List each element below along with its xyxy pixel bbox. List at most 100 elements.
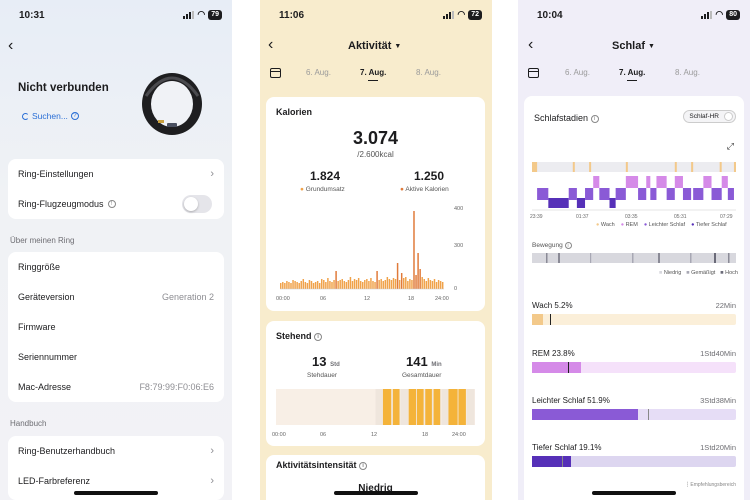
status-bar: 11:06 ◠ 72 xyxy=(260,0,492,28)
kcal-bar xyxy=(290,283,292,289)
status-time: 10:31 xyxy=(19,10,45,21)
movement-title: Bewegung i xyxy=(532,242,572,249)
kcal-bar xyxy=(368,281,370,289)
battery-icon: 79 xyxy=(208,9,222,20)
serial-number-row[interactable]: Seriennummer xyxy=(8,342,224,372)
calendar-icon[interactable] xyxy=(270,68,281,78)
help-icon[interactable]: ? xyxy=(70,112,79,120)
date-next[interactable]: 8. Aug. xyxy=(675,68,700,77)
wifi-icon: ◠ xyxy=(715,9,724,19)
movement-legend: ■ Niedrig ■ Gemäßigt ■ Hoch xyxy=(659,270,738,276)
battery-icon: 80 xyxy=(726,9,740,20)
x-tick-label: 23:39 xyxy=(530,214,543,220)
back-button[interactable]: ‹ xyxy=(528,36,534,53)
row-label: Ring-Benutzerhandbuch xyxy=(18,446,116,456)
title-text: Schlaf xyxy=(612,40,646,52)
active-value: 1.250 xyxy=(414,169,445,183)
kcal-bar xyxy=(433,279,436,289)
movement-tick xyxy=(546,253,548,263)
hours-value: 13 xyxy=(312,354,327,369)
intensity-title: Aktivitätsintensität i xyxy=(276,460,368,470)
signal-icon xyxy=(701,10,713,19)
date-current[interactable]: 7. Aug. xyxy=(360,68,387,81)
date-prev[interactable]: 6. Aug. xyxy=(306,68,331,77)
sleep-hr-toggle[interactable]: Schlaf-HR xyxy=(683,110,736,123)
kcal-bar xyxy=(413,211,415,289)
kcal-bar xyxy=(341,279,343,289)
row-label: Ring-Flugzeugmodus xyxy=(18,199,104,209)
hypno-segment xyxy=(666,188,675,200)
date-current[interactable]: 7. Aug. xyxy=(619,68,646,81)
expand-icon[interactable]: ⤢ xyxy=(726,141,734,151)
kcal-bar xyxy=(345,282,348,289)
mac-address-row[interactable]: Mac-Adresse F8:79:99:F0:06:E6 xyxy=(8,372,224,402)
device-version-row[interactable]: Geräteversion Generation 2 xyxy=(8,282,224,312)
back-button[interactable]: ‹ xyxy=(268,36,274,53)
firmware-row[interactable]: Firmware xyxy=(8,312,224,342)
kcal-bar xyxy=(435,282,438,289)
sleep-screen: 10:04 ◠ 80 ‹ Schlaf ▼ 6. Aug. 7. Aug. 8.… xyxy=(518,0,750,500)
row-value: F8:79:99:F0:06:E6 xyxy=(139,382,214,392)
y-tick-label: 400 xyxy=(454,206,463,212)
activity-screen: 11:06 ◠ 72 ‹ Aktivität ▼ 6. Aug. 7. Aug.… xyxy=(260,0,492,500)
kcal-bar xyxy=(296,282,298,289)
x-tick-label: 05:31 xyxy=(674,214,687,220)
status-bar: 10:31 ◠ 79 xyxy=(0,0,232,28)
page-title[interactable]: Schlaf ▼ xyxy=(612,40,655,52)
reference-marker xyxy=(648,409,649,420)
kcal-bar xyxy=(423,279,425,289)
sleep-stages-card: Schlafstadien i Schlaf-HR ⤢ 23:39 01:37 03… xyxy=(524,96,744,500)
info-icon[interactable]: i xyxy=(564,242,572,249)
x-tick-label: 24:00 xyxy=(452,432,466,438)
kcal-bar xyxy=(339,280,341,289)
kcal-bar xyxy=(284,283,286,289)
stage-light-fill xyxy=(532,409,638,420)
ring-size-row[interactable]: Ringgröße xyxy=(8,252,224,282)
hypno-segment xyxy=(711,188,722,200)
hypno-wake-spike xyxy=(719,162,722,172)
stage-wake-duration: 22Min xyxy=(715,301,736,310)
kcal-bar xyxy=(370,278,372,289)
info-icon[interactable]: ! xyxy=(107,200,116,208)
hours-unit: Std xyxy=(330,362,340,368)
airplane-mode-toggle[interactable] xyxy=(182,195,212,213)
hypno-wake-spike xyxy=(674,162,677,172)
date-selector: 6. Aug. 7. Aug. 8. Aug. xyxy=(518,64,750,82)
info-icon[interactable]: i xyxy=(359,461,368,470)
kcal-bar xyxy=(415,275,417,289)
kcal-bar xyxy=(318,283,321,289)
legend-high: ■ Hoch xyxy=(720,270,738,276)
movement-chart xyxy=(532,253,736,263)
stage-deep-label: Tiefer Schlaf 19.1% xyxy=(532,443,602,452)
kcal-bar xyxy=(337,281,339,289)
info-icon[interactable]: i xyxy=(590,114,599,123)
date-prev[interactable]: 6. Aug. xyxy=(565,68,590,77)
kcal-bar xyxy=(409,279,411,289)
calories-chart: 400 300 0 00:00 06 12 18 24:00 xyxy=(276,206,463,302)
standing-title: Stehend i xyxy=(276,331,323,341)
hypno-segment xyxy=(691,162,694,172)
kcal-bar xyxy=(441,282,444,289)
legend-rem-text: REM xyxy=(625,222,638,228)
standing-hour-slot xyxy=(466,389,475,425)
kcal-bar xyxy=(380,279,382,289)
kcal-bar xyxy=(382,281,384,289)
page-title[interactable]: Aktivität ▼ xyxy=(348,40,401,52)
search-label: Suchen... xyxy=(32,111,68,121)
search-device-link[interactable]: Suchen... ? xyxy=(22,111,79,121)
user-manual-row[interactable]: Ring-Benutzerhandbuch › xyxy=(8,436,224,466)
hypno-segment xyxy=(532,162,538,172)
date-next[interactable]: 8. Aug. xyxy=(416,68,441,77)
stage-deep-duration: 1Std20Min xyxy=(700,443,736,452)
led-color-row[interactable]: LED-Farbreferenz › xyxy=(8,466,224,496)
battery-icon: 72 xyxy=(468,9,482,20)
reference-marker xyxy=(568,362,569,373)
legend-dot: ● xyxy=(300,186,306,193)
calendar-icon[interactable] xyxy=(528,68,539,78)
y-tick-label: 0 xyxy=(454,286,457,292)
kcal-bar xyxy=(403,278,405,289)
info-icon[interactable]: i xyxy=(314,332,323,341)
ring-settings-row[interactable]: Ring-Einstellungen › xyxy=(8,159,224,189)
back-button[interactable]: ‹ xyxy=(8,37,14,54)
standing-minutes: 141 Min xyxy=(406,354,442,369)
